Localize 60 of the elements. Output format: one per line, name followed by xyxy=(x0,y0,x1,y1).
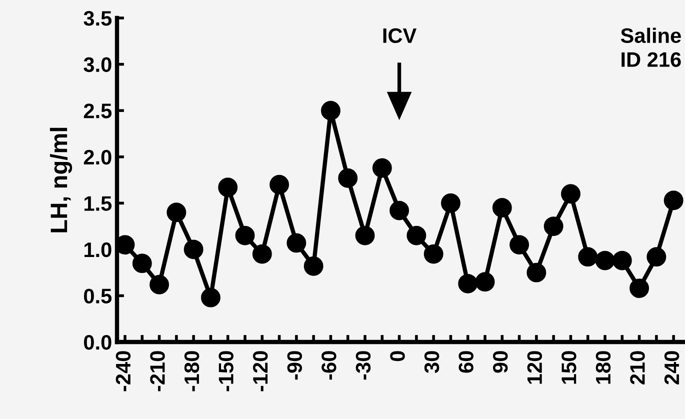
point xyxy=(458,274,478,294)
point xyxy=(544,216,564,236)
point xyxy=(150,274,170,294)
point xyxy=(630,278,650,298)
point xyxy=(200,288,220,308)
point xyxy=(510,235,530,255)
point xyxy=(304,256,324,276)
annotation: Saline ID 216 xyxy=(620,28,681,67)
point xyxy=(270,174,290,194)
point xyxy=(372,158,392,178)
x-tick-label: -120 xyxy=(252,351,268,392)
point xyxy=(286,233,306,253)
point xyxy=(646,247,666,267)
x-tick-label: 120 xyxy=(527,351,542,384)
x-tick-label: 30 xyxy=(424,351,440,374)
x-tick-label: 240 xyxy=(664,351,680,384)
point xyxy=(406,226,426,246)
x-tick-label: -150 xyxy=(218,351,234,392)
annotation: ICV xyxy=(383,28,417,44)
x-tick-label: 60 xyxy=(458,351,474,373)
point xyxy=(252,244,272,264)
point xyxy=(612,250,632,270)
x-tick-label: -210 xyxy=(150,351,165,392)
y-axis-title: LH, ng/ml xyxy=(50,128,72,232)
point xyxy=(184,240,204,260)
point xyxy=(320,100,340,120)
point xyxy=(132,254,152,274)
y-tick-label: 1.0 xyxy=(84,242,112,258)
point xyxy=(424,244,444,264)
point xyxy=(390,200,410,220)
point xyxy=(218,178,238,198)
point xyxy=(526,262,546,282)
point xyxy=(440,193,460,213)
point xyxy=(560,184,580,204)
x-tick-label: 150 xyxy=(562,351,576,384)
y-tick-label: 2.0 xyxy=(84,150,112,165)
point xyxy=(492,198,512,218)
x-tick-label: 0 xyxy=(390,351,405,362)
y-tick-label: 1.5 xyxy=(84,196,112,211)
x-tick-label: 90 xyxy=(492,351,508,373)
x-tick-label: -180 xyxy=(184,351,200,392)
x-tick-label: -60 xyxy=(322,351,336,380)
x-tick-label: 180 xyxy=(596,351,611,384)
point xyxy=(595,250,615,270)
point xyxy=(166,202,186,222)
x-tick-label: 210 xyxy=(630,351,645,384)
x-tick-label: -240 xyxy=(116,351,131,392)
y-tick-label: 3.0 xyxy=(84,57,112,72)
y-tick-label: 0.0 xyxy=(84,335,112,350)
x-tick-label: -90 xyxy=(287,351,302,380)
x-tick-label: -30 xyxy=(356,351,371,380)
point xyxy=(338,168,358,188)
y-tick-label: 2.5 xyxy=(84,104,112,118)
y-tick-label: 0.5 xyxy=(84,288,112,304)
y-tick-label: 3.5 xyxy=(84,11,112,26)
point xyxy=(578,247,598,267)
point xyxy=(664,190,684,210)
point xyxy=(355,226,375,246)
point xyxy=(235,226,255,246)
point xyxy=(475,272,495,292)
